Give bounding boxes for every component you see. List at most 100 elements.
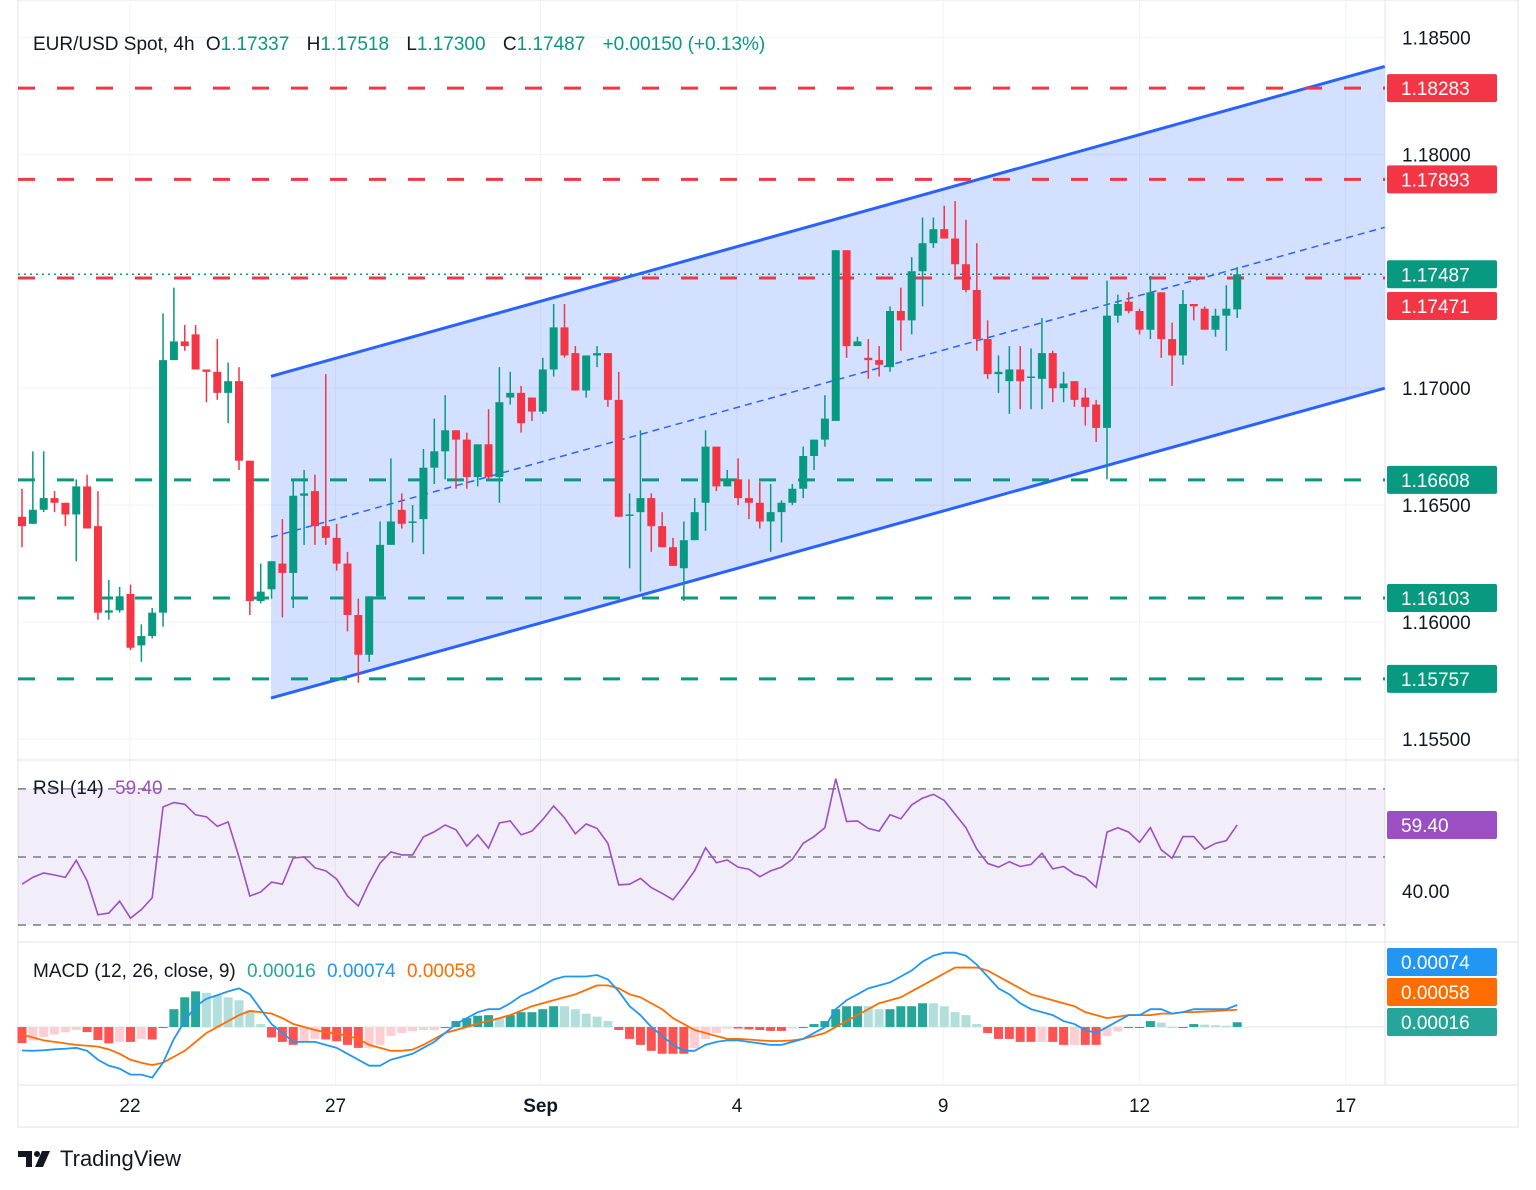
macd-histogram-bar (386, 1027, 396, 1036)
candle-body (408, 521, 417, 523)
candle-body (593, 353, 602, 356)
candle (321, 374, 330, 545)
candle (712, 446, 721, 492)
macd-histogram-bar (831, 1009, 841, 1028)
macd-histogram-bar (1178, 1027, 1188, 1029)
macd-histogram-bar (625, 1027, 635, 1039)
macd-histogram-bar (1091, 1027, 1101, 1045)
macd-line-tag: 0.00074 (1401, 953, 1470, 974)
high-value: 1.17518 (320, 34, 390, 55)
candle-body (159, 360, 168, 613)
candle (1070, 381, 1079, 407)
time-tick-label: Sep (523, 1096, 558, 1117)
candle (256, 563, 265, 604)
macd-histogram-bar (842, 1006, 852, 1028)
price-pane[interactable] (18, 64, 1386, 700)
candle (1027, 348, 1036, 410)
candle-body (50, 498, 59, 503)
macd-histogram-bar (809, 1024, 819, 1028)
time-tick-label: 17 (1335, 1096, 1356, 1117)
candle-body (777, 502, 786, 513)
candle-body (527, 397, 536, 412)
time-tick-label: 12 (1129, 1096, 1150, 1117)
macd-histogram-bar (603, 1021, 613, 1028)
macd-hist-tag-bg (1387, 1008, 1497, 1036)
candle-body (1027, 376, 1036, 378)
candle-body (886, 311, 894, 368)
macd-pane[interactable] (17, 951, 1386, 1079)
macd-histogram-bar (93, 1027, 103, 1041)
macd-histogram-bar (1221, 1025, 1231, 1028)
open-label: O (205, 34, 221, 55)
candle (1178, 289, 1187, 365)
candle-body (1146, 292, 1155, 330)
candle (625, 493, 634, 569)
candle (538, 357, 547, 414)
candle-body (93, 526, 102, 613)
macd-histogram-bar (549, 1006, 559, 1028)
candle-body (679, 540, 688, 569)
candle (994, 355, 1003, 393)
level-price-tag: 1.15757 (1401, 670, 1470, 691)
candle (18, 488, 26, 548)
candle-body (701, 446, 710, 503)
rsi-label[interactable]: RSI (14) (33, 778, 104, 799)
candle (332, 523, 341, 571)
macd-histogram-bar (560, 1006, 569, 1028)
macd-histogram-bar (527, 1012, 537, 1028)
macd-histogram-bar (1037, 1027, 1047, 1042)
candle (148, 608, 157, 639)
macd-histogram-bar (364, 1027, 374, 1048)
macd-histogram-bar (1069, 1027, 1079, 1045)
candle-body (289, 495, 298, 573)
candle-body (18, 516, 26, 527)
macd-signal-line (21, 966, 1238, 1067)
candle-body (83, 486, 92, 529)
candle (983, 320, 992, 379)
candle-body (452, 430, 460, 440)
candle (159, 313, 168, 627)
candle-body (1070, 381, 1079, 400)
macd-histogram-bar (766, 1027, 776, 1031)
level-price-tag: 1.17471 (1401, 297, 1470, 318)
candle (886, 306, 894, 372)
macd-histogram-bar (50, 1027, 60, 1035)
candle-body (202, 369, 211, 372)
candle (441, 395, 450, 480)
macd-histogram-bar (1059, 1027, 1069, 1045)
candle (961, 219, 970, 293)
candle-body (72, 486, 81, 515)
macd-label[interactable]: MACD (12, 26, close, 9) (33, 961, 236, 982)
candle (734, 458, 743, 506)
chart-canvas[interactable]: 22 27 Sep 4 9 12 17 1.18500 1.18000 1.17000 1.1650… (0, 0, 1536, 1130)
price-tick-label: 1.17000 (1402, 379, 1471, 400)
candle-body (788, 488, 797, 503)
symbol-title[interactable]: EUR/USD Spot, 4h (33, 34, 195, 55)
candle (1016, 346, 1025, 410)
candle (235, 367, 243, 471)
candle (397, 493, 406, 529)
macd-line (21, 951, 1238, 1079)
candle (365, 596, 374, 662)
macd-histogram-bar (71, 1027, 81, 1030)
candle-body (169, 341, 178, 361)
macd-hist-value: 0.00016 (247, 961, 316, 982)
rsi-pane[interactable] (18, 778, 1385, 926)
candle-body (148, 612, 157, 637)
candle-body (1189, 304, 1198, 307)
candle-body (712, 446, 721, 487)
macd-histogram-bar (961, 1015, 971, 1028)
level-price-tag-bg (1387, 74, 1497, 103)
candle (582, 355, 591, 398)
candle (972, 243, 981, 351)
candle-body (1103, 315, 1111, 428)
candle (1113, 294, 1122, 323)
macd-histogram-bar (983, 1027, 993, 1033)
tradingview-brand[interactable]: TradingView (18, 1146, 181, 1172)
candle (506, 371, 515, 405)
candle-body (278, 563, 287, 573)
level-price-tag-bg (1387, 664, 1497, 693)
macd-histogram-bar (592, 1016, 602, 1028)
macd-histogram-bar (722, 1027, 732, 1029)
macd-histogram-bar (820, 1021, 830, 1028)
